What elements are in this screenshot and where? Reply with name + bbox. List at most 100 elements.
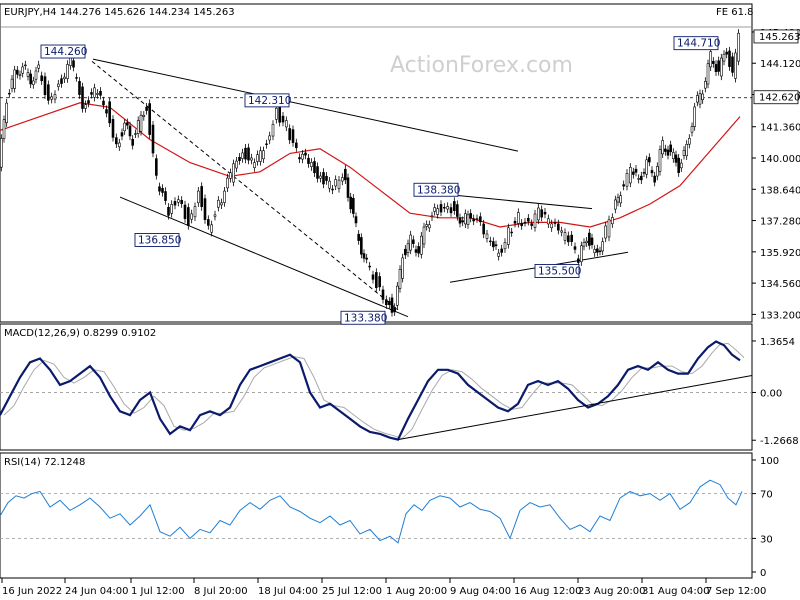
price-axis-label: 137.280	[760, 217, 800, 228]
annotation-label: 135.500	[538, 266, 581, 278]
candle-body	[50, 96, 53, 100]
candle-body	[596, 248, 599, 253]
candle-body	[78, 81, 81, 95]
candle-body	[466, 214, 470, 225]
candle-body	[637, 178, 640, 180]
candle-body	[701, 93, 704, 101]
candle-body	[180, 199, 183, 205]
candle-body	[99, 91, 102, 96]
candle-body	[357, 233, 360, 241]
candle-body	[53, 94, 57, 100]
candle-body	[604, 225, 607, 239]
candle-body	[120, 132, 124, 137]
candle-body	[151, 124, 155, 154]
candle-body	[650, 170, 654, 174]
rsi-axis-label: 100	[760, 456, 779, 467]
candle-body	[588, 232, 591, 246]
candle-body	[250, 157, 253, 161]
candle-body	[298, 157, 301, 160]
rsi-axis-label: 0	[760, 568, 766, 579]
annotation-box	[40, 44, 86, 59]
candle-body	[268, 135, 271, 141]
candle-body	[614, 199, 617, 210]
candle-body	[190, 213, 193, 220]
candle-body	[344, 168, 347, 181]
candle-body	[131, 138, 134, 146]
macd-signal-line	[3, 342, 745, 440]
candle-body	[158, 186, 161, 192]
candle-body	[414, 249, 418, 253]
candle-body	[304, 152, 307, 156]
candle-body	[102, 100, 105, 106]
fe-label: FE 61.8	[716, 7, 754, 18]
candle-body	[401, 257, 404, 279]
candle-body	[422, 226, 426, 245]
candle-body	[295, 142, 298, 148]
candle-body	[207, 219, 210, 226]
trendline	[92, 58, 519, 152]
candle-body	[346, 177, 350, 198]
price-axis-label: 138.640	[760, 185, 800, 196]
candle-body	[75, 77, 78, 79]
candle-body	[331, 188, 334, 191]
candle-body	[108, 101, 111, 124]
candle-body	[360, 237, 363, 255]
candle-body	[543, 211, 547, 215]
current-price-label: 145.263	[759, 32, 800, 43]
candle-body	[645, 159, 648, 175]
candle-body	[573, 246, 577, 250]
candle-body	[115, 137, 118, 145]
candle-body	[200, 186, 203, 207]
candle-body	[553, 222, 557, 224]
candle-body	[666, 149, 670, 156]
candle-body	[128, 125, 132, 137]
candle-body	[712, 60, 715, 64]
candle-body	[8, 92, 11, 95]
x-axis-label: 16 Jun 2022	[2, 586, 62, 597]
candle-body	[217, 199, 220, 208]
candle-body	[648, 157, 651, 163]
dashed-trendline	[91, 61, 399, 311]
annotation-label: 138.380	[417, 184, 460, 196]
candle-body	[449, 207, 453, 214]
candle-body	[24, 64, 27, 67]
candle-body	[319, 175, 322, 179]
candle-body	[680, 162, 683, 169]
rsi-axis-label: 70	[760, 490, 773, 501]
candle-body	[704, 81, 707, 89]
candle-body	[87, 100, 90, 104]
x-axis-label: 18 Jul 04:00	[258, 586, 318, 597]
candle-body	[161, 188, 164, 193]
candle-body	[456, 204, 459, 217]
candle-body	[677, 157, 680, 173]
annotation-label: 136.850	[138, 234, 181, 246]
candle-body	[520, 222, 523, 227]
candle-body	[368, 265, 371, 268]
chart-header: EURJPY,H4 144.276 145.626 144.234 145.26…	[4, 7, 235, 18]
candle-body	[187, 207, 190, 226]
candle-body	[265, 143, 268, 145]
candle-body	[2, 119, 6, 139]
candle-body	[310, 162, 313, 167]
candle-body	[388, 301, 391, 305]
candle-body	[446, 206, 449, 210]
candle-body	[453, 201, 456, 211]
price-axis-label: 141.360	[760, 123, 800, 134]
candle-body	[21, 66, 24, 74]
candle-body	[688, 138, 691, 145]
candle-body	[16, 69, 19, 75]
candle-body	[145, 106, 148, 111]
candle-body	[430, 215, 434, 218]
candle-body	[420, 235, 423, 255]
x-axis-label: 25 Jul 12:00	[322, 586, 382, 597]
candle-body	[148, 103, 151, 135]
candle-body	[714, 64, 718, 73]
candle-body	[203, 198, 207, 220]
candle-body	[352, 197, 355, 214]
candle-body	[173, 201, 177, 206]
price-axis-label: 133.200	[760, 310, 800, 321]
candle-body	[717, 60, 720, 72]
macd-panel-frame	[0, 323, 753, 451]
candle-body	[622, 184, 625, 187]
candle-body	[517, 212, 520, 224]
